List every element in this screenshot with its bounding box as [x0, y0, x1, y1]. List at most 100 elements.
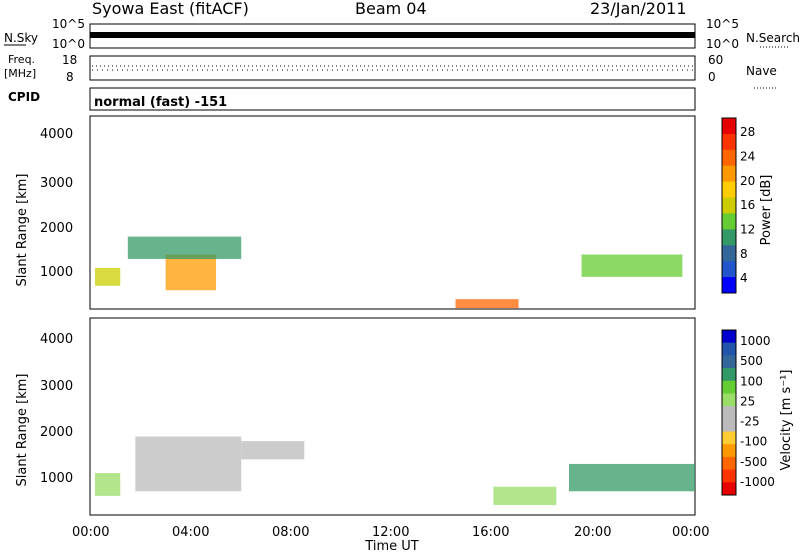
colorbar-segment — [722, 355, 736, 369]
colorbar-tick-label: 24 — [740, 150, 755, 164]
colorbar-segment — [722, 380, 736, 394]
colorbar-tick-label: 500 — [740, 354, 763, 368]
velocity-colorbar-label: Velocity [m s⁻¹] — [779, 370, 794, 471]
nave-label: Nave — [746, 64, 777, 78]
beam-label: Beam 04 — [355, 0, 427, 18]
colorbar-segment — [722, 330, 736, 344]
colorbar-tick-label: -25 — [740, 415, 760, 429]
xtick: 08:00 — [272, 525, 309, 540]
colorbar-segment — [722, 482, 736, 496]
velocity-ytick: 2000 — [40, 425, 73, 440]
colorbar-tick-label: -100 — [740, 435, 767, 449]
data-region — [135, 436, 242, 492]
xtick: 16:00 — [472, 525, 509, 540]
nsky-label: N.Sky — [4, 31, 38, 45]
colorbar-segment — [722, 133, 736, 151]
nsky-ytick-top: 10^5 — [52, 17, 85, 31]
colorbar-tick-label: 8 — [740, 247, 748, 261]
colorbar-tick-label: 25 — [740, 394, 755, 408]
colorbar-segment — [722, 368, 736, 382]
velocity-colorbar: 1000 500 100 25 -25 -100 -500 -1000 — [721, 329, 775, 496]
colorbar-segment — [722, 406, 736, 420]
xlabel: Time UT — [364, 539, 418, 554]
colorbar-tick-label: 1000 — [740, 334, 771, 348]
colorbar-tick-label: 4 — [740, 271, 748, 285]
cpid-panel: CPID normal (fast) -151 — [8, 87, 696, 111]
colorbar-segment — [722, 197, 736, 214]
colorbar-segment — [722, 418, 736, 433]
nsearch-label: N.Search — [746, 31, 800, 45]
xticks: 00:00 04:00 08:00 12:00 16:00 20:00 00:0… — [72, 525, 709, 540]
colorbar-frame — [721, 117, 737, 294]
colorbar-segment — [722, 277, 736, 294]
freq-ytick-bottom: 8 — [66, 70, 74, 84]
power-yticks: 4000 3000 2000 1000 — [40, 127, 73, 280]
freq-label: Freq. — [8, 53, 35, 66]
colorbar-segment — [722, 393, 736, 407]
freq-panel: Freq. [MHz] 18 8 60 0 Nave — [4, 53, 777, 89]
colorbar-tick-label: -500 — [740, 455, 767, 469]
nave-ytick-bottom: 0 — [708, 70, 716, 84]
power-ytick: 3000 — [40, 176, 73, 191]
xtick: 00:00 — [672, 525, 709, 540]
data-region — [455, 299, 519, 309]
colorbar-segment — [722, 456, 736, 471]
nsky-ytick-bottom: 10^0 — [52, 37, 85, 51]
data-region — [95, 473, 121, 496]
xtick: 20:00 — [574, 525, 611, 540]
data-region — [568, 463, 695, 492]
nsky-trace — [90, 32, 695, 38]
colorbar-tick-label: 16 — [740, 198, 755, 212]
colorbar-segment — [722, 213, 736, 230]
power-ytick: 1000 — [40, 265, 73, 280]
colorbar-tick-label: -1000 — [740, 475, 775, 489]
velocity-ytick: 3000 — [40, 379, 73, 394]
xtick: 04:00 — [172, 525, 209, 540]
colorbar-tick-label: 100 — [740, 374, 763, 388]
colorbar-tick-label: 28 — [740, 125, 755, 139]
velocity-ytick: 1000 — [40, 471, 73, 486]
colorbar-segment — [722, 431, 736, 445]
data-region — [493, 486, 557, 505]
power-colorbar: 28 24 20 16 12 8 4 — [721, 117, 755, 294]
colorbar-segment — [722, 342, 736, 356]
velocity-panel — [89, 317, 696, 516]
colorbar-segment — [722, 229, 736, 246]
freq-ytick-top: 18 — [62, 53, 77, 67]
colorbar-segment — [722, 181, 736, 199]
velocity-ytick: 4000 — [40, 332, 73, 347]
power-ytick: 2000 — [40, 221, 73, 236]
velocity-yticks: 4000 3000 2000 1000 — [40, 332, 73, 486]
data-region — [241, 441, 305, 460]
colorbar-tick-label: 20 — [740, 174, 755, 188]
power-colorbar-label: Power [dB] — [759, 175, 774, 246]
nsky-panel: N.Sky 10^5 10^0 10^5 10^0 N.Search — [4, 17, 800, 51]
data-region — [165, 254, 217, 291]
colorbar-segment — [722, 245, 736, 262]
power-ylabel: Slant Range [km] — [15, 174, 30, 287]
colorbar-segment — [722, 165, 736, 183]
colorbar-segment — [722, 469, 736, 483]
velocity-ylabel: Slant Range [km] — [15, 374, 30, 487]
power-ytick: 4000 — [40, 127, 73, 142]
colorbar-segment — [722, 261, 736, 278]
xtick: 00:00 — [72, 525, 109, 540]
data-region — [127, 236, 242, 259]
cpid-value: normal (fast) -151 — [94, 95, 227, 110]
nave-ytick-top: 60 — [708, 53, 723, 67]
colorbar-tick-label: 12 — [740, 222, 755, 236]
colorbar-frame — [721, 329, 737, 496]
power-panel — [89, 115, 696, 310]
colorbar-segment — [722, 444, 736, 458]
data-region — [581, 254, 683, 277]
freq-unit: [MHz] — [4, 67, 36, 80]
data-region — [95, 267, 121, 286]
date-label: 23/Jan/2011 — [590, 0, 687, 18]
nsearch-ytick-top: 10^5 — [706, 17, 739, 31]
cpid-label: CPID — [8, 90, 40, 104]
xtick: 12:00 — [372, 525, 409, 540]
colorbar-segment — [722, 149, 736, 167]
station-title: Syowa East (fitACF) — [92, 0, 249, 18]
nsearch-ytick-bottom: 10^0 — [706, 37, 739, 51]
